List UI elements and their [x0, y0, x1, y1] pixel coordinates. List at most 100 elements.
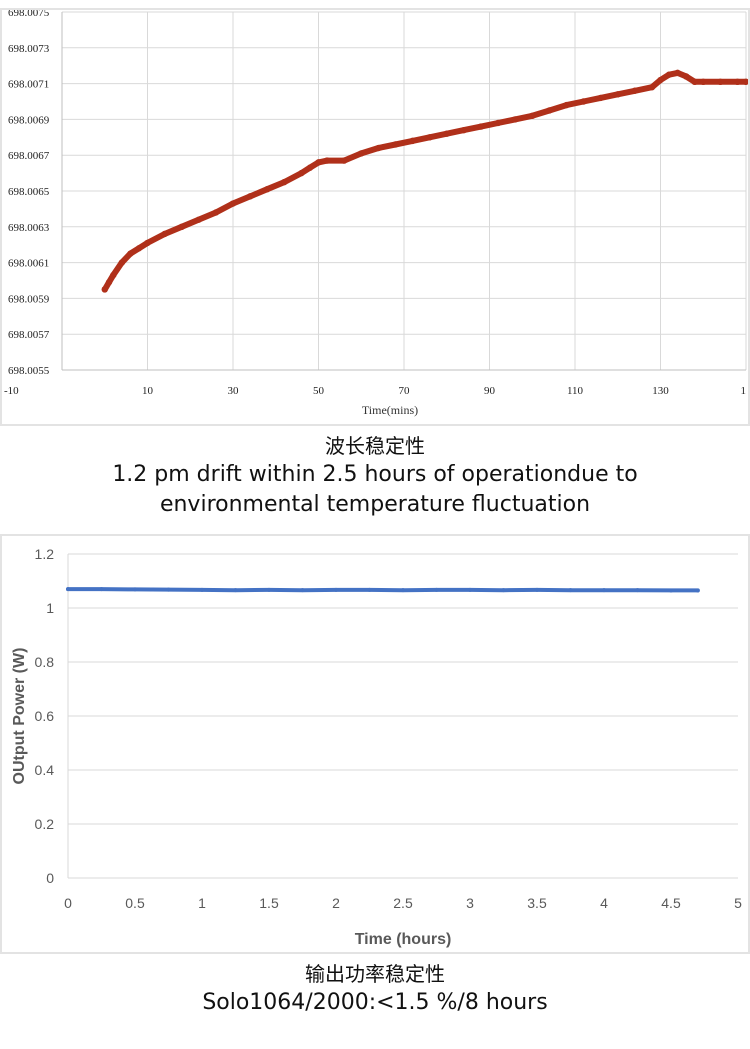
- x-tick-label: 4.5: [661, 895, 681, 911]
- wavelength-chart-frame: -10 10 30 50 70 90 110 130 1 698.0055 698.0057 698.…: [0, 8, 750, 426]
- power-data-point: [334, 587, 338, 592]
- power-data-point: [166, 587, 171, 592]
- wavelength-data-point: [597, 94, 604, 102]
- wavelength-caption-zh: 波长稳定性: [325, 434, 425, 458]
- wavelength-data-point: [657, 76, 664, 84]
- wavelength-data-point: [674, 69, 681, 77]
- wavelength-data-point: [734, 78, 741, 86]
- x-tick-label: 50: [313, 385, 325, 397]
- power-data-point: [434, 587, 439, 592]
- wavelength-data-point: [229, 200, 237, 207]
- power-data-point: [401, 588, 405, 593]
- power-caption-zh: 输出功率稳定性: [305, 962, 445, 986]
- power-data-point: [635, 588, 640, 593]
- y-tick-label: 0.2: [35, 816, 55, 832]
- wavelength-data-point: [358, 150, 365, 157]
- wavelength-data-point: [161, 230, 168, 238]
- power-data-point: [200, 587, 204, 592]
- power-data-point: [468, 587, 472, 592]
- power-caption-en: Solo1064/2000:<1.5 %/8 hours: [202, 990, 548, 1015]
- y-tick-label: 698.0071: [8, 79, 49, 91]
- x-tick-label: 3.5: [527, 895, 547, 911]
- y-tick-label: 698.0073: [8, 43, 50, 55]
- wavelength-data-point: [691, 78, 698, 86]
- power-data-point: [267, 587, 271, 592]
- wavelength-series-line: [101, 69, 748, 293]
- power-data-point: [367, 587, 372, 592]
- y-tick-label: 698.0057: [8, 329, 50, 341]
- x-axis-title: Time (hours): [355, 931, 452, 948]
- power-data-point: [695, 588, 700, 593]
- wavelength-data-point: [212, 209, 220, 216]
- power-caption: 输出功率稳定性 Solo1064/2000:<1.5 %/8 hours: [0, 960, 750, 1018]
- wavelength-data-point: [682, 73, 690, 80]
- x-tick-label: 1: [741, 385, 747, 397]
- wavelength-data-point: [443, 130, 450, 137]
- wavelength-data-point: [614, 91, 621, 98]
- x-tick-label: 30: [228, 385, 240, 397]
- x-tick-label: 3: [466, 895, 474, 911]
- wavelength-caption-line2: environmental temperature fluctuation: [159, 492, 591, 517]
- y-tick-label: 698.0075: [8, 10, 50, 19]
- wavelength-data-point: [306, 164, 314, 171]
- x-tick-label: 110: [567, 385, 584, 397]
- x-tick-label: 1: [198, 895, 206, 911]
- wavelength-data-point: [264, 186, 271, 193]
- power-data-point: [602, 588, 606, 593]
- x-tick-label: -10: [4, 385, 19, 397]
- wavelength-data-point: [323, 157, 331, 164]
- x-tick-label: 0: [64, 895, 72, 911]
- wavelength-data-point: [742, 78, 748, 86]
- wavelength-data-point: [135, 245, 143, 252]
- wavelength-data-point: [144, 239, 151, 247]
- y-tick-label: 698.0059: [8, 293, 50, 305]
- wavelength-data-point: [494, 119, 502, 127]
- wavelength-data-point: [110, 271, 117, 279]
- power-data-point: [535, 587, 539, 592]
- wavelength-data-point: [409, 137, 416, 145]
- y-tick-label: 698.0065: [8, 186, 50, 198]
- x-axis-title: Time(mins): [362, 403, 418, 417]
- power-data-point: [501, 588, 506, 593]
- x-tick-label: 5: [734, 895, 742, 911]
- wavelength-data-point: [340, 157, 348, 164]
- x-tick-label: 130: [652, 385, 669, 397]
- wavelength-data-point: [392, 141, 399, 148]
- x-tick-label: 2.5: [393, 895, 413, 911]
- power-chart: 0 0.2 0.4 0.6 0.8 1 1.2 0 0.5 1 1.5 2 2.5 3 3.5 4 4.5 5 Ti…: [11, 546, 742, 948]
- wavelength-data-point: [195, 216, 202, 223]
- wavelength-data-point: [246, 193, 254, 200]
- power-chart-frame: 0 0.2 0.4 0.6 0.8 1 1.2 0 0.5 1 1.5 2 2.5 3 3.5 4 4.5 5 Ti…: [0, 534, 750, 954]
- wavelength-data-point: [118, 259, 126, 266]
- y-tick-label: 698.0055: [8, 365, 50, 377]
- power-data-point: [66, 587, 70, 592]
- x-tick-label: 0.5: [125, 895, 145, 911]
- wavelength-caption-line1: 1.2 pm drift within 2.5 hours of operati…: [112, 462, 638, 487]
- power-series-line: [66, 587, 700, 593]
- x-tick-label: 2: [332, 895, 340, 911]
- wavelength-data-point: [648, 83, 656, 91]
- power-data-point: [99, 587, 104, 592]
- y-tick-label: 0.8: [35, 654, 55, 670]
- y-tick-label: 698.0067: [8, 150, 50, 162]
- wavelength-data-point: [563, 101, 570, 109]
- wavelength-data-point: [529, 112, 536, 120]
- y-tick-label: 0: [46, 870, 54, 886]
- x-tick-label: 4: [600, 895, 608, 911]
- wavelength-data-point: [101, 286, 108, 293]
- y-tick-label: 1.2: [35, 546, 55, 562]
- y-tick-label: 0.6: [35, 708, 55, 724]
- wavelength-data-point: [580, 98, 587, 105]
- y-tick-label: 1: [46, 600, 54, 616]
- wavelength-data-point: [315, 159, 322, 166]
- wavelength-data-point: [178, 223, 185, 230]
- wavelength-data-point: [717, 78, 724, 86]
- y-tick-label: 698.0063: [8, 222, 50, 234]
- power-data-point: [300, 588, 305, 593]
- wavelength-data-point: [460, 126, 468, 134]
- wavelength-chart: -10 10 30 50 70 90 110 130 1 698.0055 698.0057 698.…: [4, 10, 748, 417]
- wavelength-data-point: [700, 78, 707, 86]
- wavelength-data-point: [665, 71, 673, 78]
- wavelength-data-point: [477, 123, 485, 130]
- power-data-point: [568, 588, 573, 593]
